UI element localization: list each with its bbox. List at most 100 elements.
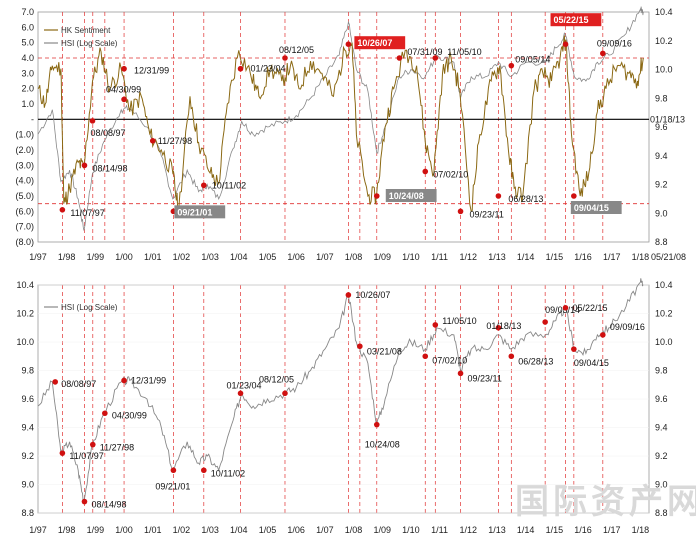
bottom-x-tick-label: 1/17 bbox=[603, 525, 621, 535]
top-left-tick-label: (6.0) bbox=[15, 206, 34, 216]
bottom-x-tick-label: 1/04 bbox=[230, 525, 248, 535]
top-right-tick-label: 10.0 bbox=[655, 65, 673, 75]
bottom-annotation-marker bbox=[542, 319, 548, 325]
bottom-x-tick-label: 1/97 bbox=[29, 525, 47, 535]
top-left-tick-label: 2.0 bbox=[21, 84, 34, 94]
bottom-right-tick-label: 10.4 bbox=[655, 280, 673, 290]
top-annotation-label: 10/11/02 bbox=[212, 180, 246, 190]
top-x-end-label: 05/21/08 bbox=[651, 252, 686, 262]
top-x-tick-label: 1/14 bbox=[517, 252, 535, 262]
top-x-tick-label: 1/98 bbox=[58, 252, 76, 262]
top-x-tick-label: 1/00 bbox=[115, 252, 133, 262]
bottom-annotation-label: 06/28/13 bbox=[518, 356, 553, 366]
top-x-tick-label: 1/08 bbox=[345, 252, 363, 262]
top-annotation-marker bbox=[201, 182, 207, 189]
top-hsi-line bbox=[37, 6, 644, 231]
top-annotation-marker bbox=[508, 62, 515, 69]
bottom-x-tick-label: 1/15 bbox=[546, 525, 564, 535]
top-x-tick-label: 1/02 bbox=[173, 252, 191, 262]
top-plot-frame bbox=[37, 11, 650, 243]
top-left-tick-label: 1.0 bbox=[21, 99, 34, 109]
top-x-tick-label: 1/03 bbox=[201, 252, 219, 262]
bottom-annotation-marker bbox=[89, 441, 96, 448]
top-x-tick-label: 1/99 bbox=[87, 252, 105, 262]
bottom-annotation-label: 08/12/05 bbox=[259, 374, 294, 384]
bottom-annotation-marker bbox=[495, 324, 502, 331]
bottom-x-tick-label: 1/01 bbox=[144, 525, 162, 535]
bottom-annotation-marker bbox=[571, 346, 577, 352]
bottom-right-tick-label: 9.2 bbox=[655, 451, 668, 461]
bottom-x-tick-label: 1/98 bbox=[58, 525, 76, 535]
top-annotation-marker bbox=[121, 65, 127, 72]
top-left-tick-label: - bbox=[31, 114, 34, 124]
bottom-right-tick-label: 9.8 bbox=[655, 366, 668, 376]
top-x-tick-label: 1/97 bbox=[29, 252, 47, 262]
bottom-annotation-label: 01/18/13 bbox=[486, 321, 521, 331]
bottom-annotation-label: 11/07/97 bbox=[69, 451, 103, 461]
top-x-tick-label: 1/04 bbox=[230, 252, 248, 262]
top-left-tick-label: (8.0) bbox=[15, 237, 34, 247]
bottom-hsi-chart: 10.4 10.2 10.0 9.8 9.6 9.4 9.2 9.0 8.8 10.4 10.2 10… bbox=[16, 278, 673, 535]
bottom-x-tick-label: 1/09 bbox=[373, 525, 391, 535]
bottom-x-tick-label: 1/00 bbox=[115, 525, 133, 535]
top-left-tick-label: 4.0 bbox=[21, 53, 34, 63]
bottom-annotation-marker bbox=[121, 377, 127, 384]
bottom-x-tick-label: 1/16 bbox=[574, 525, 592, 535]
top-left-tick-label: (4.0) bbox=[15, 176, 34, 186]
bottom-annotation-marker bbox=[102, 410, 108, 417]
top-annotation-label: 10/24/08 bbox=[389, 191, 424, 201]
bottom-annotation-marker bbox=[81, 498, 88, 505]
top-x-tick-label: 1/17 bbox=[603, 252, 621, 262]
bottom-annotation-marker bbox=[201, 467, 207, 474]
bottom-left-tick-label: 9.4 bbox=[21, 423, 34, 433]
bottom-annotation-marker bbox=[457, 370, 464, 377]
top-annotation-marker bbox=[571, 193, 577, 199]
bottom-x-tick-label: 1/18 bbox=[632, 525, 650, 535]
top-left-tick-label: (5.0) bbox=[15, 191, 34, 201]
bottom-annotation-marker bbox=[357, 343, 363, 350]
top-annotation-label: 11/05/10 bbox=[447, 47, 481, 57]
top-x-tick-label: 1/05 bbox=[259, 252, 277, 262]
top-x-tick-label: 1/15 bbox=[546, 252, 564, 262]
bottom-x-tick-label: 1/07 bbox=[316, 525, 334, 535]
top-annotation-label: 12/31/99 bbox=[134, 66, 169, 76]
top-annotation-marker bbox=[600, 50, 606, 57]
bottom-right-tick-label: 9.0 bbox=[655, 480, 668, 490]
bottom-x-tick-label: 1/14 bbox=[517, 525, 535, 535]
bottom-x-tick-label: 1/12 bbox=[460, 525, 478, 535]
bottom-x-tick-label: 1/03 bbox=[201, 525, 219, 535]
legend-sentiment-label: HK Sentiment bbox=[61, 26, 111, 35]
bottom-annotation-label: 09/04/15 bbox=[574, 358, 609, 368]
bottom-annotation-marker bbox=[562, 305, 569, 311]
bottom-left-tick-label: 10.0 bbox=[16, 337, 34, 347]
bottom-left-tick-label: 9.0 bbox=[21, 480, 34, 490]
bottom-annotation-label: 12/31/99 bbox=[131, 375, 166, 385]
top-right-tick-label: 8.8 bbox=[655, 237, 668, 247]
legend-hsi-label: HSI (Log Scale) bbox=[61, 39, 118, 48]
bottom-left-tick-label: 10.4 bbox=[16, 280, 34, 290]
top-zero-date-label: 01/18/13 bbox=[650, 114, 685, 124]
top-annotation-label: 01/23/04 bbox=[251, 64, 286, 74]
bottom-annotation-marker bbox=[59, 450, 66, 456]
top-x-tick-label: 1/01 bbox=[144, 252, 162, 262]
top-annotation-label: 09/09/16 bbox=[597, 38, 632, 48]
top-annotation-label: 07/31/09 bbox=[407, 47, 442, 57]
bottom-x-tick-label: 1/11 bbox=[431, 525, 448, 535]
bottom-left-tick-label: 8.8 bbox=[21, 508, 34, 518]
top-left-tick-label: 5.0 bbox=[21, 38, 34, 48]
top-x-tick-label: 1/09 bbox=[373, 252, 391, 262]
bottom-right-tick-label: 9.6 bbox=[655, 394, 668, 404]
bottom-right-tick-label: 10.0 bbox=[655, 337, 673, 347]
top-sentiment-line bbox=[37, 35, 644, 215]
bottom-annotation-label: 10/11/02 bbox=[211, 468, 245, 478]
top-annotation-marker bbox=[81, 162, 88, 169]
bottom-annotation-label: 09/09/16 bbox=[610, 322, 645, 332]
top-annotation-label: 06/28/13 bbox=[508, 194, 543, 204]
top-right-tick-label: 9.0 bbox=[655, 208, 668, 218]
top-annotation-label: 11/27/98 bbox=[158, 136, 192, 146]
top-annotation-label: 10/26/07 bbox=[357, 38, 392, 48]
bottom-annotation-label: 08/08/97 bbox=[61, 379, 96, 389]
bottom-annotation-marker bbox=[373, 421, 380, 428]
